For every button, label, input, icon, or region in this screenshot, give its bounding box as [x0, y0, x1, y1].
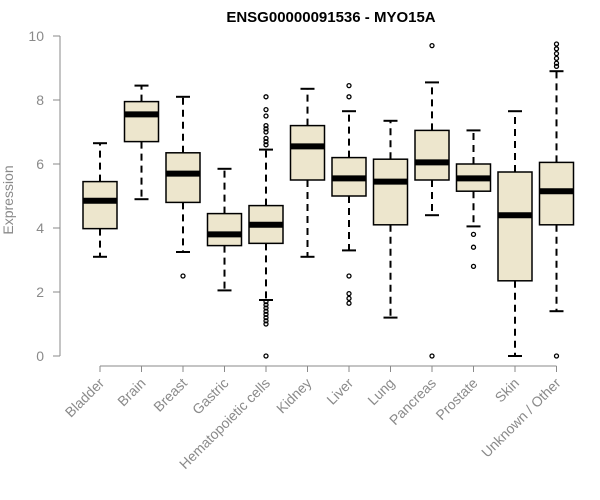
- outlier-point: [346, 82, 352, 89]
- x-tick-label: Kidney: [273, 375, 315, 417]
- box-iqr: [82, 180, 118, 230]
- y-axis-label: Expression: [0, 165, 16, 234]
- y-tick-label: 4: [36, 220, 44, 236]
- outlier-point: [346, 290, 352, 297]
- outlier-point: [470, 244, 477, 250]
- outlier-point: [263, 138, 269, 145]
- box-skin: [497, 110, 533, 357]
- outlier-point: [470, 263, 477, 270]
- outlier-point: [263, 126, 269, 132]
- box-prostate: [455, 129, 492, 270]
- chart-title: ENSG00000091536 - MYO15A: [226, 9, 435, 26]
- outlier-point: [553, 63, 560, 70]
- box-iqr: [414, 129, 450, 181]
- outlier-point: [263, 302, 269, 308]
- outlier-point: [553, 46, 560, 52]
- outlier-point: [263, 353, 269, 359]
- outlier-point: [263, 106, 269, 113]
- x-tick-label: Brain: [114, 375, 148, 409]
- x-tick-label: Liver: [323, 375, 356, 408]
- box-brain: [123, 84, 160, 201]
- box-iqr: [289, 124, 326, 181]
- box-iqr: [497, 171, 533, 282]
- outlier-point: [553, 353, 560, 359]
- outlier-point: [263, 113, 269, 119]
- y-tick-label: 10: [28, 28, 44, 44]
- x-tick-label: Breast: [150, 375, 190, 415]
- outlier-point: [263, 314, 269, 321]
- outlier-point: [346, 273, 352, 279]
- x-tick-label: Prostate: [432, 375, 480, 423]
- y-tick-label: 0: [36, 348, 44, 364]
- box-breast: [165, 95, 201, 279]
- outlier-point: [263, 298, 269, 305]
- y-tick-label: 6: [36, 156, 44, 172]
- box-iqr: [123, 100, 160, 143]
- plot-area: [82, 41, 575, 359]
- x-tick-label: Unknown / Other: [478, 375, 564, 461]
- outlier-point: [263, 94, 269, 100]
- box-pancreas: [414, 42, 450, 359]
- outlier-point: [263, 142, 269, 148]
- box-gastric: [206, 167, 243, 292]
- outlier-point: [263, 311, 269, 318]
- box-unknown-other: [538, 41, 575, 359]
- outlier-point: [429, 42, 435, 49]
- x-tick-label: Bladder: [62, 375, 108, 421]
- outlier-point: [470, 231, 477, 238]
- outlier-point: [346, 295, 352, 302]
- y-axis: 0 2 4 6 8 10: [28, 28, 61, 364]
- box-lung: [372, 119, 409, 319]
- box-iqr: [165, 152, 201, 204]
- outlier-point: [263, 129, 269, 135]
- outlier-point: [553, 50, 560, 57]
- outlier-point: [263, 321, 269, 327]
- outlier-point: [346, 300, 352, 306]
- outlier-point: [180, 273, 186, 279]
- outlier-point: [429, 353, 435, 359]
- outlier-point: [263, 305, 269, 311]
- outlier-point: [263, 308, 269, 314]
- outlier-point: [553, 55, 560, 62]
- outlier-point: [263, 135, 269, 142]
- box-kidney: [289, 87, 326, 258]
- x-tick-label: Lung: [364, 375, 397, 408]
- y-tick-label: 2: [36, 284, 44, 300]
- box-bladder: [82, 142, 118, 258]
- y-tick-label: 8: [36, 92, 44, 108]
- outlier-point: [263, 318, 269, 324]
- x-tick-label: Skin: [492, 375, 523, 406]
- outlier-point: [346, 94, 352, 100]
- box-liver: [331, 82, 367, 306]
- box-iqr: [372, 158, 409, 226]
- box-hematopoietic-cells: [248, 94, 284, 359]
- outlier-point: [553, 41, 560, 47]
- box-iqr: [206, 212, 243, 247]
- outlier-point: [263, 122, 269, 129]
- outlier-point: [553, 60, 560, 66]
